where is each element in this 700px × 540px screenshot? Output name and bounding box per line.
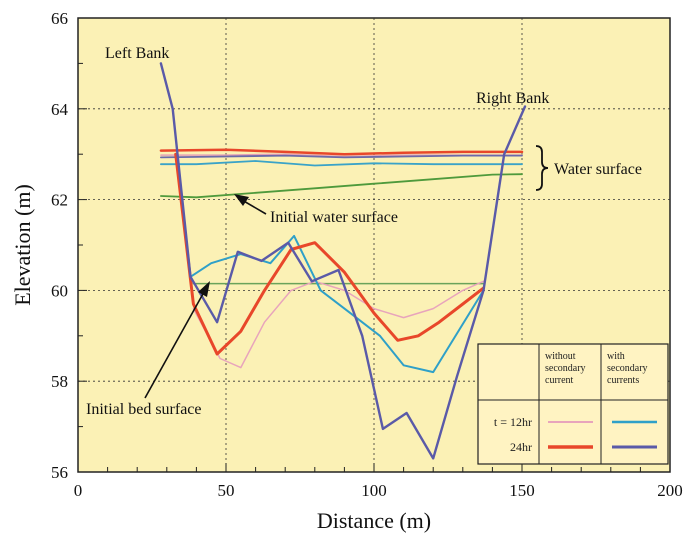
series-line-bed-12-without <box>192 280 485 369</box>
initial-water-surface-label: Initial water surface <box>270 209 398 226</box>
right-bank-label: Right Bank <box>476 90 549 107</box>
left-bank-label: Left Bank <box>105 45 169 62</box>
legend-col-with: with secondary currents <box>607 351 650 386</box>
axis-ticks: 0 50 100 150 200 56 58 60 62 64 66 <box>51 9 683 500</box>
legend-col-without: without secondary current <box>545 351 588 386</box>
legend: without secondary current with secondary… <box>477 343 669 465</box>
water-surface-label: Water surface <box>554 161 642 178</box>
series-line-water-initial <box>159 173 523 199</box>
series-line-bed-24-without <box>174 152 485 356</box>
y-tick-label: 64 <box>51 100 69 119</box>
x-tick-label: 150 <box>509 481 535 500</box>
x-tick-label: 200 <box>657 481 683 500</box>
x-tick-label: 100 <box>361 481 387 500</box>
series-line-ws-12-with <box>159 160 523 167</box>
y-tick-label: 58 <box>51 372 68 391</box>
series-line-ws-24-with <box>159 154 523 159</box>
y-tick-label: 60 <box>51 281 68 300</box>
series-line-bed-12-with <box>189 234 485 374</box>
initial-bed-surface-arrow <box>144 281 210 399</box>
series-line-bed-24-with <box>159 62 527 460</box>
y-tick-label: 62 <box>51 191 68 210</box>
water-surface-brace <box>535 145 549 191</box>
series-line-ws-24-without <box>159 148 524 156</box>
x-tick-label: 50 <box>218 481 235 500</box>
gridlines <box>78 18 670 472</box>
x-tick-label: 0 <box>74 481 83 500</box>
y-tick-label: 56 <box>51 463 68 482</box>
series-layer <box>159 62 527 460</box>
legend-row-24hr: 24hr <box>510 440 532 454</box>
legend-box <box>477 343 669 465</box>
x-axis-title: Distance (m) <box>317 508 431 533</box>
initial-bed-surface-label: Initial bed surface <box>86 401 202 418</box>
y-tick-label: 66 <box>51 9 68 28</box>
legend-row-12hr: t = 12hr <box>494 415 532 429</box>
y-axis-title: Elevation (m) <box>10 184 35 306</box>
initial-water-surface-arrow <box>234 194 267 215</box>
